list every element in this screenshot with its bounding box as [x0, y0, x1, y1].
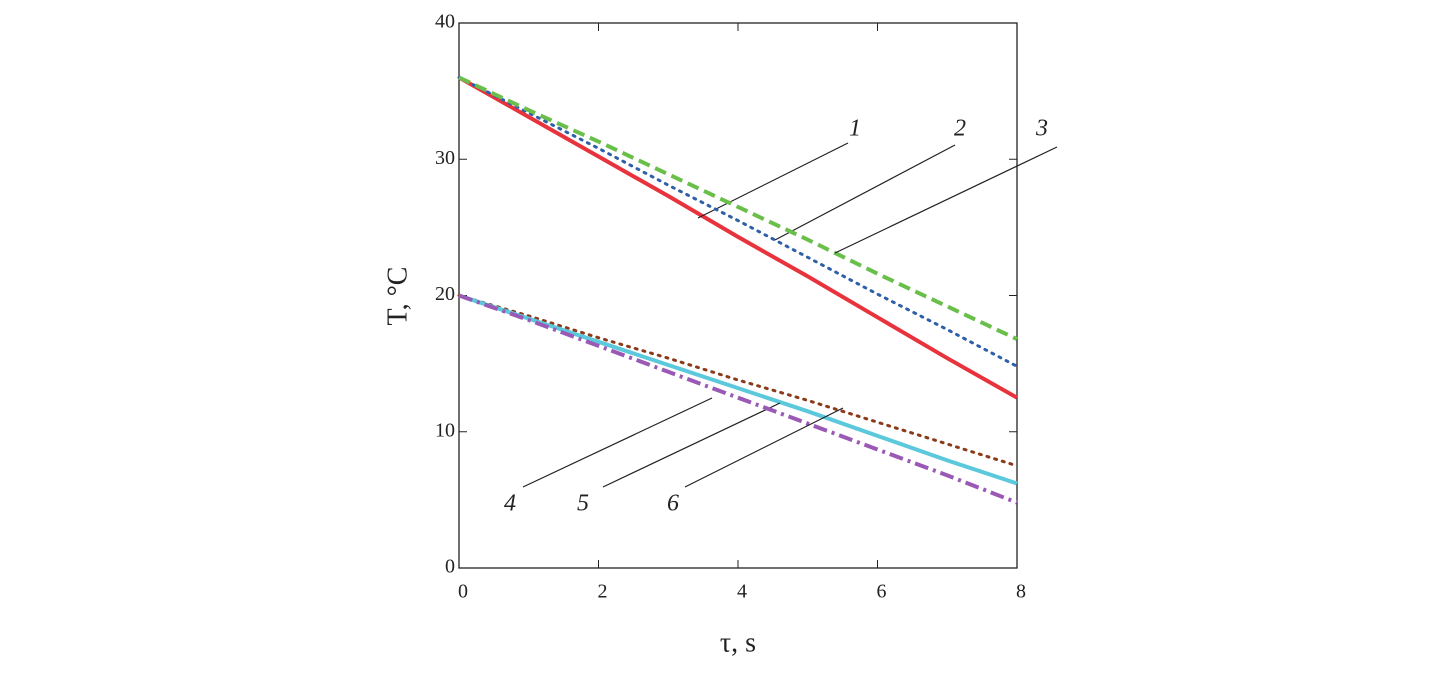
x-tick-label: 2 — [598, 581, 608, 603]
y-axis-label: T, °C — [382, 267, 413, 326]
series-label: 5 — [577, 491, 589, 517]
y-tick-label: 10 — [435, 419, 455, 441]
series-line — [457, 76, 1019, 368]
leader-line — [522, 397, 713, 488]
series-label: 6 — [667, 491, 679, 517]
leader-line — [697, 142, 849, 219]
series-line — [457, 294, 1019, 468]
series-line — [458, 293, 1018, 505]
leader-line — [834, 146, 1058, 254]
x-tick-label: 0 — [458, 581, 468, 603]
series-label: 2 — [954, 116, 966, 142]
y-tick-label: 20 — [435, 283, 455, 305]
series-line — [458, 75, 1018, 400]
leader-line — [684, 407, 844, 488]
y-tick-label: 30 — [435, 147, 455, 169]
y-tick-label: 40 — [435, 11, 455, 33]
x-axis-label: τ, s — [720, 627, 756, 658]
y-tick-label: 0 — [445, 556, 455, 578]
x-tick-label: 4 — [737, 581, 747, 603]
leader-line — [774, 144, 956, 241]
x-tick-label: 8 — [1016, 581, 1026, 603]
leader-line — [602, 402, 781, 488]
x-tick-label: 6 — [877, 581, 887, 603]
series-line — [458, 293, 1018, 486]
plot-frame — [458, 22, 1018, 569]
series-label: 4 — [504, 491, 516, 517]
series-label: 3 — [1035, 116, 1048, 142]
series-line — [458, 75, 1018, 341]
series-label: 1 — [849, 116, 861, 142]
